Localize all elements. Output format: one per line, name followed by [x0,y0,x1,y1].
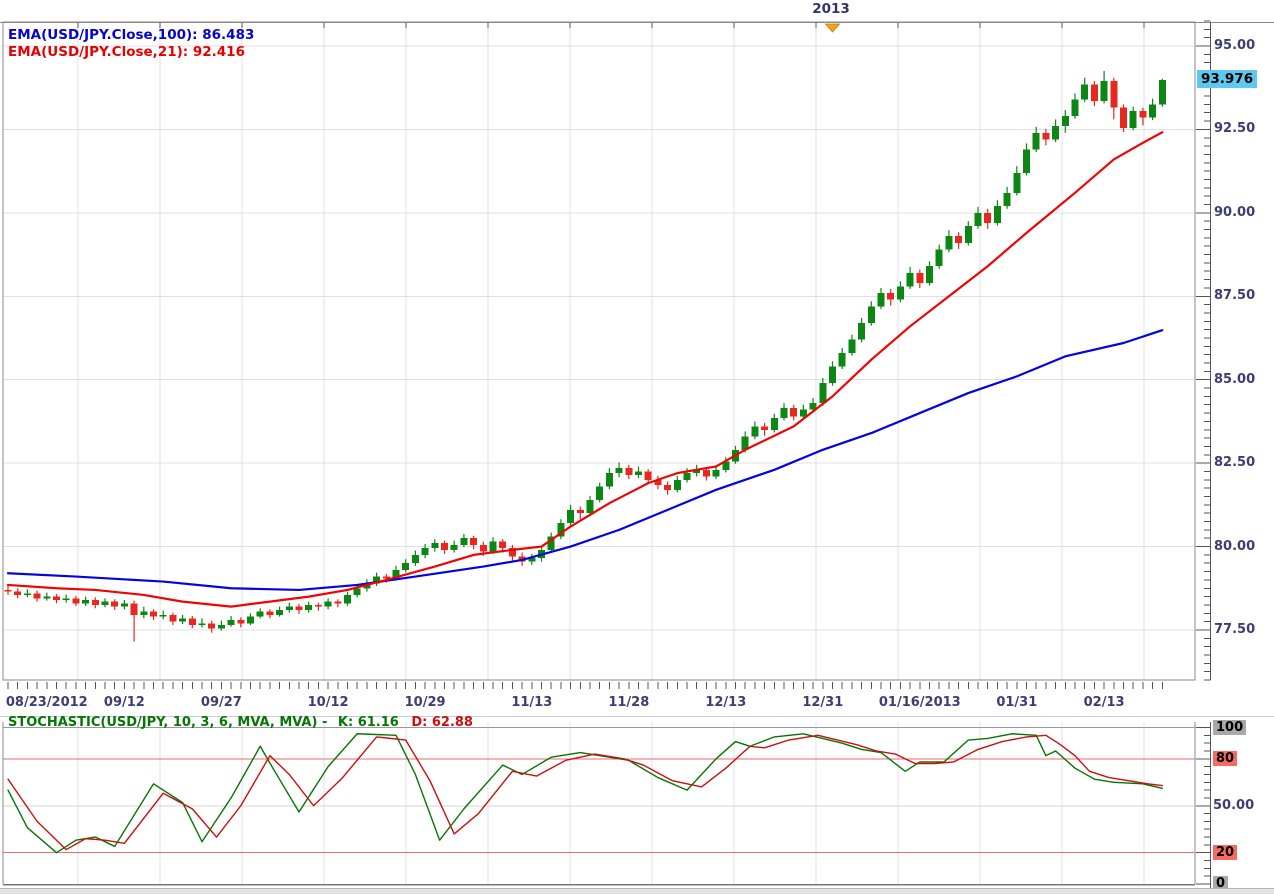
year-axis-label: 2013 [812,1,850,17]
date-tick-label: 01/16/2013 [879,694,961,711]
stochastic-legend-text: STOCHASTIC(USD/JPY, 10, 3, 6, MVA, MVA) … [8,715,332,730]
stochastic-tick-label: 80 [1213,751,1237,766]
price-tick-label: 92.50 [1214,120,1255,137]
chart-canvas[interactable] [0,0,1274,894]
chart-window: 2013 EMA(USD/JPY.Close,100): 86.483 EMA(… [0,0,1274,894]
price-tick-label: 77.50 [1214,621,1255,638]
date-tick-label: 10/29 [405,694,446,711]
date-tick-label: 01/31 [996,694,1037,711]
stochastic-k-value: K: 61.16 [338,715,399,730]
price-tick-label: 85.00 [1214,371,1255,388]
bottom-strip [0,888,1274,894]
date-tick-label: 12/31 [802,694,843,711]
date-tick-label: 10/12 [308,694,349,711]
price-tick-label: 80.00 [1214,538,1255,555]
date-tick-label: 08/23/2012 [6,694,88,711]
stochastic-d-value: D: 62.88 [411,715,473,730]
stochastic-tick-label: 50.00 [1213,798,1254,813]
stochastic-tick-label: 100 [1213,720,1246,735]
ema21-legend: EMA(USD/JPY.Close,21): 92.416 [8,44,245,60]
date-tick-label: 11/28 [608,694,649,711]
stochastic-tick-label: 20 [1213,845,1237,860]
price-tick-label: 90.00 [1214,204,1255,221]
date-tick-label: 09/27 [201,694,242,711]
date-tick-label: 11/13 [511,694,552,711]
price-tick-label: 82.50 [1214,454,1255,471]
price-tick-label: 95.00 [1214,37,1255,54]
last-price-badge: 93.976 [1197,70,1257,88]
date-tick-label: 12/13 [705,694,746,711]
ema100-legend: EMA(USD/JPY.Close,100): 86.483 [8,27,254,43]
price-tick-label: 87.50 [1214,287,1255,304]
date-tick-label: 09/12 [104,694,145,711]
date-tick-label: 02/13 [1084,694,1125,711]
stochastic-legend: STOCHASTIC(USD/JPY, 10, 3, 6, MVA, MVA) … [8,715,473,731]
